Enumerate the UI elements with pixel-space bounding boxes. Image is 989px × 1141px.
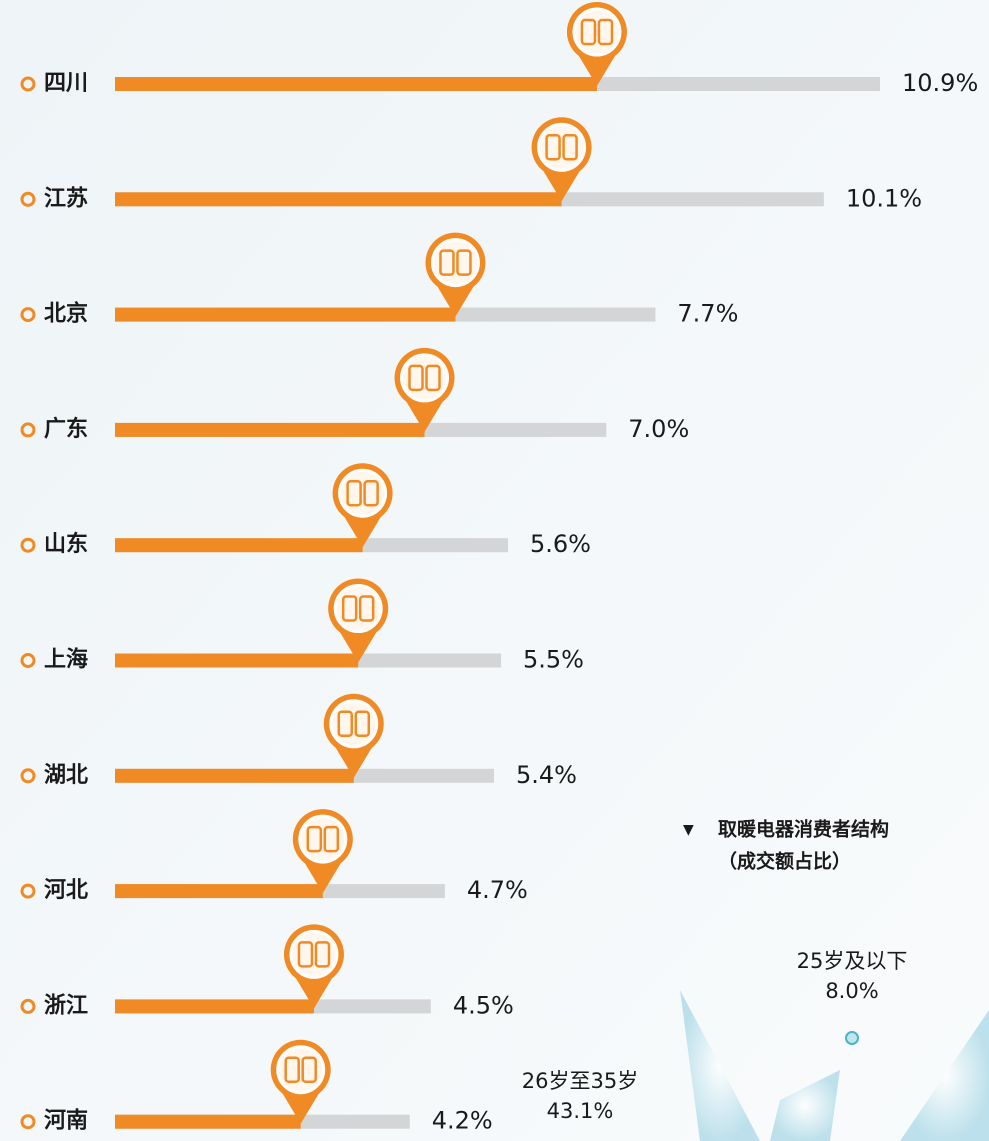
value-label: 4.7% (467, 876, 528, 904)
bar (115, 423, 425, 437)
bar (115, 769, 354, 783)
category-label: 上海 (44, 647, 88, 673)
category-label: 广东 (44, 416, 88, 442)
category-label: 浙江 (44, 993, 88, 1018)
bar (115, 538, 363, 552)
value-label: 10.1% (846, 184, 922, 212)
bar (115, 77, 597, 91)
value-label: 10.9% (902, 69, 978, 97)
legend-subtitle: （成交额占比） (718, 850, 851, 873)
page: {"chart_data": [ {"type": "bar", "catego… (0, 0, 989, 1141)
category-label: 山东 (44, 531, 88, 557)
value-label: 7.0% (628, 415, 689, 443)
pie-label: 25岁及以下 (797, 949, 908, 973)
category-label: 河北 (44, 878, 88, 903)
category-label: 河南 (44, 1109, 88, 1134)
value-label: 4.2% (432, 1107, 493, 1135)
category-label: 四川 (44, 71, 88, 96)
pie-label: 26岁至35岁 (522, 1069, 638, 1093)
value-label: 5.6% (530, 530, 591, 558)
legend-arrow: ▼ (683, 822, 694, 838)
bar (115, 192, 562, 206)
chart: ▼ 取暖电器消费者结构 （成交额占比） 四川 10.9% 江苏 10.1% 北京 7.7%… (0, 0, 989, 1141)
bar (115, 1115, 301, 1129)
category-label: 湖北 (44, 763, 88, 788)
pie-point (846, 1032, 858, 1044)
value-label: 5.5% (523, 646, 584, 674)
bar (115, 308, 455, 322)
pie-value: 8.0% (825, 979, 878, 1003)
value-label: 5.4% (516, 761, 577, 789)
pie-value: 43.1% (547, 1099, 614, 1123)
legend-title: 取暖电器消费者结构 (718, 818, 889, 841)
category-label: 江苏 (44, 185, 88, 211)
value-label: 7.7% (677, 300, 738, 328)
bar (115, 999, 314, 1013)
category-label: 北京 (44, 301, 88, 327)
bar (115, 884, 323, 898)
bar (115, 654, 358, 668)
value-label: 4.5% (453, 991, 514, 1019)
